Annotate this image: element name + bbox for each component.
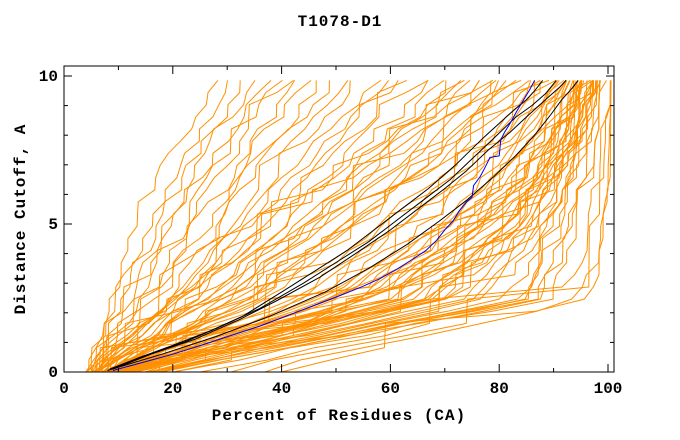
orange-model-curve [107,79,445,373]
orange-model-curve [97,79,283,373]
chart-title: T1078-D1 [297,13,383,31]
plot-frame [63,65,615,373]
orange-model-curve [150,80,595,373]
x-tick-label: 100 [594,380,623,398]
orange-model-curve [112,79,530,373]
orange-model-curve [97,80,429,373]
orange-model-curve [264,80,612,373]
orange-model-curve [97,79,407,373]
orange-model-curve [96,79,382,373]
orange-model-curve [85,80,330,373]
orange-model-curve [100,80,480,373]
orange-model-curve [90,80,389,373]
x-tick-label: 20 [163,380,182,398]
x-tick-label: 40 [272,380,291,398]
orange-model-curve [145,80,592,373]
y-axis-label: Distance Cutoff, A [12,123,30,315]
orange-model-curve [109,80,471,373]
orange-model-curve [107,80,447,373]
orange-model-curve [119,80,582,373]
x-axis-label: Percent of Residues (CA) [211,407,467,425]
orange-model-curve [172,80,601,373]
x-tick-label: 60 [381,380,400,398]
orange-model-curve [107,80,497,373]
orange-model-curve [96,80,480,373]
x-tick-label: 80 [490,380,509,398]
y-tick-label: 10 [39,68,58,86]
orange-model-curve [134,80,574,373]
orange-model-curve [97,80,272,373]
orange-model-curve [281,80,611,373]
orange-model-curve [112,80,560,373]
black-model-curve [110,80,557,370]
orange-model-curve [230,80,611,373]
orange-model-curve [101,79,541,373]
orange-model-curve [90,80,219,373]
x-tick-label: 0 [59,380,69,398]
y-tick-label: 5 [48,216,58,234]
orange-model-curve [85,80,256,373]
blue-model-curve [112,80,536,371]
orange-model-curve [123,80,588,373]
orange-model-curve [112,80,532,373]
orange-model-curve [139,80,585,373]
black-model-curve [112,80,567,370]
orange-model-curve [96,80,296,373]
orange-model-curve [96,80,317,373]
orange-model-curve [85,79,294,373]
orange-model-curve [135,80,581,373]
orange-model-curve [104,80,399,373]
orange-model-curve [157,80,598,373]
orange-model-curve [107,80,507,373]
orange-model-curve [199,80,611,373]
orange-model-curve [107,80,565,373]
orange-model-curve [129,80,594,373]
orange-model-curve [107,80,570,373]
orange-model-curve [93,80,351,373]
orange-model-curve [95,80,312,373]
orange-model-curve [149,80,583,373]
black-model-curve [107,80,579,371]
y-tick-label: 0 [48,364,58,382]
orange-model-curve [158,80,599,373]
